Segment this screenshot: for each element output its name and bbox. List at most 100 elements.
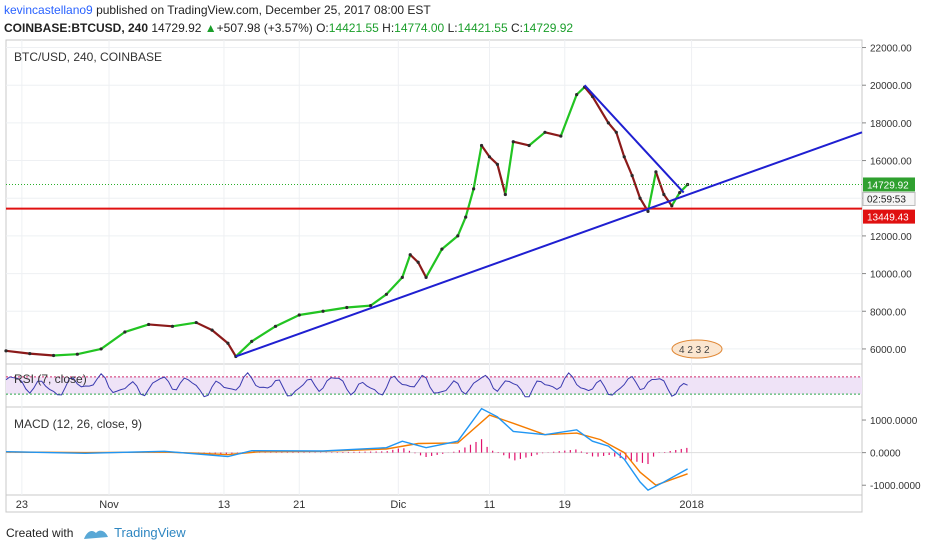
close-label: C: <box>511 21 523 35</box>
price-segment-15 <box>298 310 325 317</box>
price-point-8 <box>194 320 198 325</box>
price-point-0 <box>4 349 8 353</box>
price-point-27 <box>479 143 484 148</box>
price-segment-32 <box>512 140 531 147</box>
price-segment-38 <box>591 95 610 124</box>
price-segment-26 <box>464 187 475 219</box>
price-segment-6 <box>123 323 150 334</box>
price-change: +507.98 (+3.57%) <box>216 21 313 35</box>
price-tick-label-5: 12000.00 <box>870 232 912 243</box>
price-point-40 <box>622 155 626 159</box>
price-tick-label-8: 6000.00 <box>870 345 907 356</box>
support-tag-text: 13449.43 <box>867 213 909 224</box>
price-point-24 <box>456 234 460 238</box>
last-price-tag-text: 14729.92 <box>867 180 909 191</box>
event-badge-text: 4 2 3 2 <box>679 345 710 356</box>
price-segment-21 <box>409 253 420 264</box>
support-tag <box>863 209 915 224</box>
price-point-43 <box>646 209 650 214</box>
price-segment-23 <box>424 247 444 279</box>
macd-tick-label-2: -1000.0000 <box>870 481 921 492</box>
price-segment-4 <box>76 347 103 356</box>
price-segment-18 <box>369 293 388 307</box>
price-point-17 <box>368 304 373 308</box>
price-point-28 <box>487 155 492 159</box>
open-label: O: <box>316 21 329 35</box>
time-axis[interactable] <box>5 494 863 513</box>
price-segment-29 <box>488 155 499 166</box>
price-point-5 <box>123 330 127 334</box>
price-tick-label-7: 8000.00 <box>870 307 907 318</box>
price-segment-7 <box>147 323 174 328</box>
price-segment-48 <box>678 183 689 194</box>
publish-header: kevincastellano9 published on TradingVie… <box>4 3 431 17</box>
price-point-23 <box>440 247 444 251</box>
price-point-45 <box>662 192 666 197</box>
price-point-33 <box>543 130 547 134</box>
price-segment-19 <box>385 276 404 296</box>
macd-title: MACD (12, 26, close, 9) <box>14 417 142 431</box>
up-arrow-icon: ▲ <box>204 21 217 35</box>
high-value: 14774.00 <box>394 21 445 35</box>
event-badge[interactable]: 4 2 3 2 <box>671 339 723 359</box>
chart-canvas[interactable]: 22000.0020000.0018000.0016000.0014000.00… <box>0 38 932 550</box>
price-tick-label-6: 10000.00 <box>870 270 912 281</box>
price-tick-label-3: 16000.00 <box>870 157 912 168</box>
price-segment-34 <box>543 131 562 138</box>
price-point-26 <box>472 187 476 191</box>
ohlc-header: COINBASE:BTCUSD, 240 14729.92 ▲+507.98 (… <box>4 21 573 35</box>
macd-tick-label-1: 0.0000 <box>870 449 901 460</box>
close-value: 14729.92 <box>523 21 574 35</box>
brand-link[interactable]: TradingView <box>114 525 186 540</box>
price-segment-9 <box>195 321 214 332</box>
price-point-34 <box>559 134 563 138</box>
countdown-tag-text: 02:59:53 <box>867 194 906 205</box>
price-segment-5 <box>100 330 126 351</box>
price-point-12 <box>250 339 254 343</box>
price-segment-20 <box>401 253 412 279</box>
price-point-38 <box>606 121 610 125</box>
time-tick-label-2: 13 <box>218 499 230 511</box>
price-segment-39 <box>607 121 618 134</box>
price-point-35 <box>575 93 579 97</box>
price-segment-42 <box>631 174 642 200</box>
macd-line <box>5 407 688 491</box>
price-point-2 <box>51 353 56 358</box>
price-segment-1 <box>4 349 31 355</box>
price-point-14 <box>297 313 301 317</box>
price-segment-33 <box>528 131 547 147</box>
price-segment-14 <box>274 313 301 328</box>
price-point-19 <box>400 275 404 279</box>
symbol-label: COINBASE:BTCUSD, 240 <box>4 21 149 35</box>
last-price: 14729.92 <box>151 21 202 35</box>
price-segment-36 <box>575 85 586 96</box>
created-with-text: Created with <box>6 526 74 540</box>
price-segment-45 <box>654 170 665 196</box>
price-point-3 <box>75 352 79 356</box>
price-pane[interactable] <box>5 39 863 365</box>
time-tick-label-7: 2018 <box>679 499 703 511</box>
open-value: 14421.55 <box>328 21 379 35</box>
price-point-29 <box>495 162 500 166</box>
time-tick-label-5: 11 <box>484 499 495 511</box>
price-point-39 <box>614 130 618 134</box>
price-segment-44 <box>646 170 658 213</box>
price-point-47 <box>678 190 682 195</box>
tradingview-logo-icon <box>83 530 108 539</box>
price-segment-28 <box>480 144 491 158</box>
price-point-31 <box>511 140 515 144</box>
price-point-41 <box>630 174 634 178</box>
last-price-tag <box>863 177 915 192</box>
price-segment-13 <box>250 325 277 343</box>
price-point-10 <box>226 341 230 345</box>
price-segment-46 <box>662 193 673 207</box>
price-point-16 <box>345 305 349 310</box>
price-segment-24 <box>440 234 459 251</box>
time-tick-label-0: 23 <box>16 499 28 511</box>
price-segment-35 <box>559 93 578 138</box>
price-segment-22 <box>417 261 428 279</box>
price-segment-12 <box>234 340 253 358</box>
author-link[interactable]: kevincastellano9 <box>4 3 93 17</box>
price-point-4 <box>99 347 103 351</box>
price-tick-label-1: 20000.00 <box>870 81 912 92</box>
